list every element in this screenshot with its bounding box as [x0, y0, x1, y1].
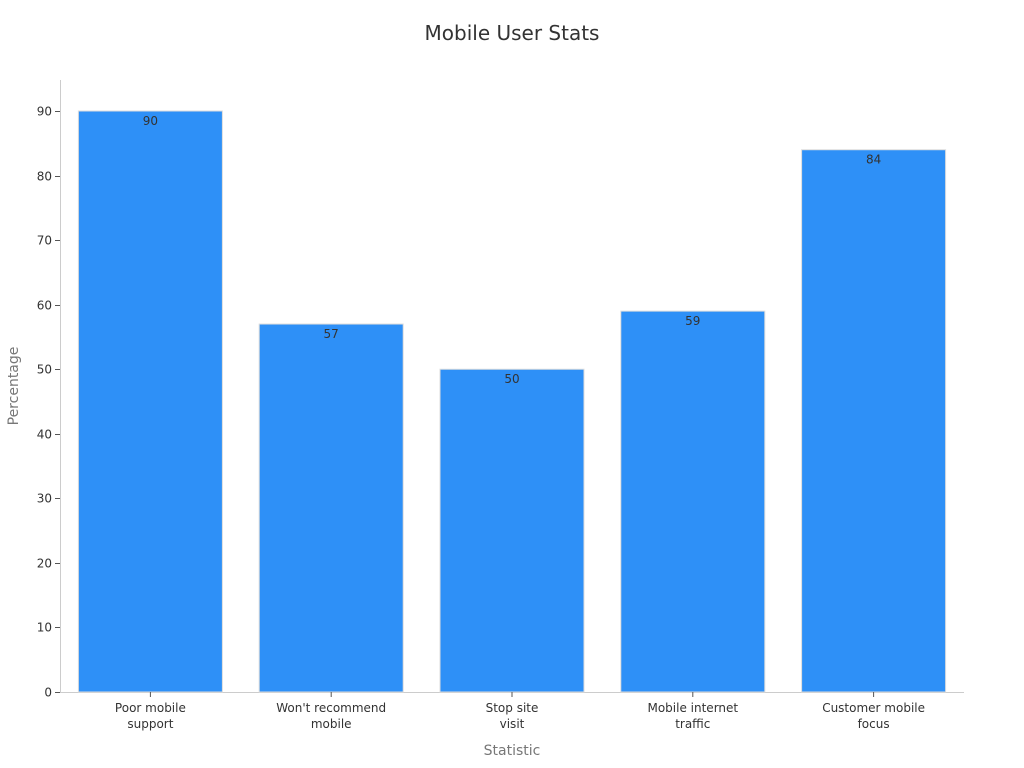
y-tick-label: 20 [37, 557, 52, 571]
y-tick-label: 30 [37, 492, 52, 506]
x-tick-label: Poor mobile [115, 701, 186, 715]
y-tick-label: 90 [37, 105, 52, 119]
y-tick-label: 70 [37, 234, 52, 248]
y-tick-label: 60 [37, 299, 52, 313]
bar-value-label: 84 [866, 153, 881, 167]
y-axis-label: Percentage [6, 347, 22, 426]
bars: 90 57 50 59 84 [77, 110, 947, 693]
bar [77, 110, 223, 693]
x-tick-label: focus [858, 717, 890, 731]
bar-value-label: 59 [685, 314, 700, 328]
x-tick-label: traffic [675, 717, 710, 731]
bar-value-label: 57 [324, 327, 339, 341]
y-ticks: 0 10 20 30 40 50 60 70 80 90 [37, 105, 60, 700]
x-tick-label: visit [500, 717, 525, 731]
y-tick-label: 80 [37, 170, 52, 184]
x-tick-label: Stop site [486, 701, 539, 715]
x-axis-label: Statistic [484, 743, 541, 759]
bar [439, 368, 585, 693]
bar-value-label: 50 [504, 372, 519, 386]
x-tick-label: Mobile internet [647, 701, 738, 715]
y-tick-label: 50 [37, 363, 52, 377]
y-tick-label: 10 [37, 621, 52, 635]
bar-value-label: 90 [143, 114, 158, 128]
bar [801, 149, 947, 693]
y-tick-label: 40 [37, 428, 52, 442]
bar [258, 323, 404, 693]
x-tick-label: Customer mobile [822, 701, 925, 715]
x-ticks: Poor mobile support Won't recommend mobile S… [115, 692, 925, 731]
x-tick-label: support [127, 717, 173, 731]
x-tick-label: Won't recommend [276, 701, 386, 715]
bar [620, 310, 766, 693]
y-tick-label: 0 [44, 686, 52, 700]
chart-title: Mobile User Stats [425, 21, 600, 45]
x-tick-label: mobile [311, 717, 352, 731]
